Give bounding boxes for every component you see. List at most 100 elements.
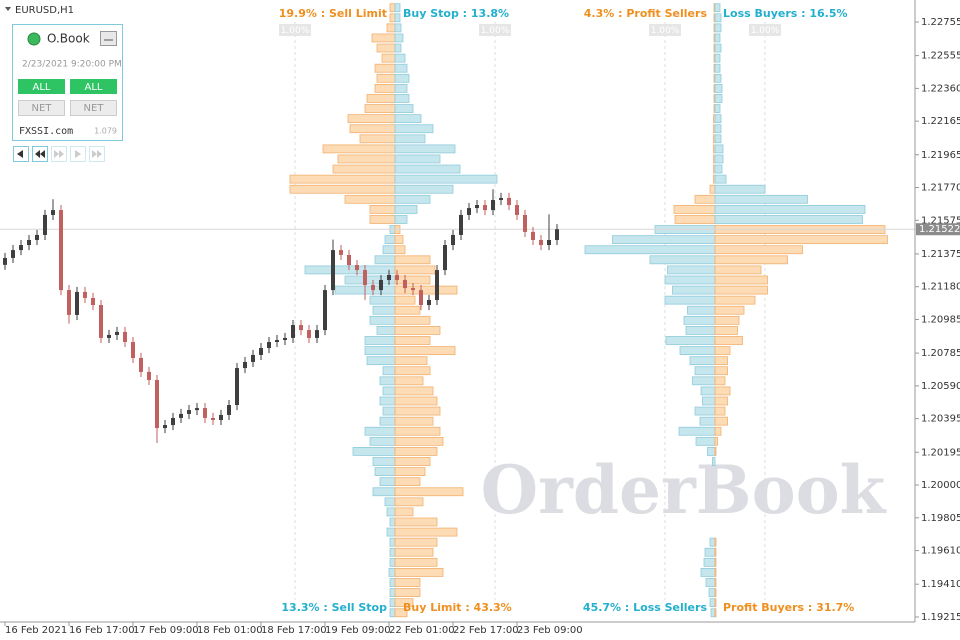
orderbook-bar	[369, 204, 396, 214]
orderbook-bar	[394, 578, 421, 587]
orderbook-bar	[709, 537, 716, 547]
orderbook-bar	[714, 215, 863, 224]
orderbook-bar	[381, 53, 396, 63]
button-label: ALL	[85, 82, 103, 93]
candle-body	[323, 290, 327, 331]
orderbook-bar	[394, 598, 414, 608]
orderbook-bar	[714, 447, 717, 456]
orderbook-bar	[347, 114, 396, 124]
orderbook-bar	[394, 356, 428, 366]
orderbook-bar	[394, 83, 408, 93]
candle-body	[51, 210, 55, 215]
orderbook-bar	[394, 63, 408, 73]
orderbook-bar	[714, 33, 721, 43]
candle-body	[491, 199, 495, 211]
widget: O.Book 2/23/2021 9:20:00 PM ALL ALL NET …	[12, 24, 123, 141]
candle-body	[387, 274, 391, 280]
candle-body	[83, 291, 87, 298]
orderbook-bar	[382, 386, 396, 396]
orderbook-bar	[394, 537, 438, 547]
nav-icon	[92, 150, 102, 158]
orderbook-bar	[714, 124, 722, 134]
nav-icon	[75, 150, 81, 158]
orderbook-bar	[664, 275, 716, 285]
orderbook-bar	[714, 43, 722, 53]
candle-body	[163, 425, 167, 429]
orderbook-bar	[349, 124, 396, 134]
candle-body	[451, 234, 455, 246]
orderbook-bar	[664, 295, 716, 305]
candle-body	[219, 414, 223, 420]
orderbook-bar	[714, 235, 888, 245]
orderbook-bar	[364, 336, 396, 345]
orderbook-bar	[667, 265, 716, 275]
orderbook-bar	[714, 547, 717, 557]
orderbook-bar	[394, 416, 434, 426]
orderbook-bar	[386, 507, 396, 517]
orderbook-bar	[394, 184, 454, 194]
scale-label-box	[749, 24, 781, 36]
net-button[interactable]	[70, 100, 117, 116]
orderbook-bar	[683, 315, 716, 325]
all-button[interactable]	[18, 79, 65, 94]
orderbook-bar	[379, 396, 396, 406]
orderbook-bar	[369, 436, 396, 446]
x-tick-label: 16 Feb 2021	[5, 625, 67, 636]
orderbook-bar	[714, 134, 722, 144]
orderbook-bar	[694, 366, 716, 376]
orderbook-bar	[714, 386, 731, 396]
widget-time: 2/23/2021 9:20:00 PM	[22, 60, 122, 70]
orderbook-bar	[337, 154, 396, 164]
orderbook-bar	[394, 285, 458, 295]
orderbook-label: 4.3% : Profit Sellers	[584, 7, 708, 20]
orderbook-bar	[714, 3, 721, 13]
orderbook-bar	[714, 104, 721, 113]
orderbook-bar	[369, 215, 396, 224]
orderbook-bar	[714, 568, 717, 577]
orderbook-bar	[709, 598, 716, 608]
candle-body	[187, 410, 191, 414]
orderbook-bar	[394, 3, 401, 13]
candle-body	[547, 239, 551, 246]
orderbook-bar	[714, 426, 722, 436]
candle-body	[259, 348, 263, 355]
symbol: EURUSD,H1	[15, 5, 74, 16]
x-tick-label: 17 Feb 09:00	[133, 625, 199, 636]
menu-icon[interactable]	[5, 7, 11, 11]
y-tick-label: 1.19805	[921, 513, 960, 524]
orderbook-bar	[674, 215, 716, 224]
orderbook-bar	[714, 537, 717, 547]
orderbook-bar	[376, 43, 396, 53]
orderbook-bar	[714, 144, 724, 154]
orderbook-bar	[394, 154, 441, 164]
orderbook-bar	[394, 33, 404, 43]
candle-body	[339, 250, 343, 255]
orderbook-bar	[394, 568, 444, 577]
net-button[interactable]	[18, 100, 65, 116]
orderbook-bar	[394, 547, 434, 557]
orderbook-bar	[714, 83, 723, 93]
nav-icon	[54, 150, 64, 158]
all-button[interactable]	[70, 79, 117, 94]
candle-body	[555, 229, 559, 240]
orderbook-bar	[369, 295, 396, 305]
orderbook-bar	[388, 568, 396, 577]
orderbook-bar	[389, 588, 396, 597]
orderbook-bar	[714, 154, 724, 164]
orderbook-bar	[714, 73, 722, 83]
orderbook-bar	[376, 73, 396, 83]
orderbook-bar	[685, 326, 716, 335]
orderbook-label: Profit Buyers : 31.7%	[723, 601, 854, 614]
y-tick-label: 1.19610	[921, 546, 960, 557]
orderbook-bar	[394, 124, 434, 134]
orderbook-bar	[714, 608, 717, 618]
plot: 1.00% 1.00% 1.00% 1.00%	[0, 3, 915, 618]
orderbook-bar	[394, 436, 444, 446]
orderbook-bar	[379, 376, 396, 386]
candle-body	[403, 279, 407, 289]
orderbook-bar	[394, 588, 421, 597]
candle-body	[155, 379, 159, 429]
minimize-button[interactable]	[100, 31, 117, 46]
widget-title: O.Book	[47, 32, 90, 46]
